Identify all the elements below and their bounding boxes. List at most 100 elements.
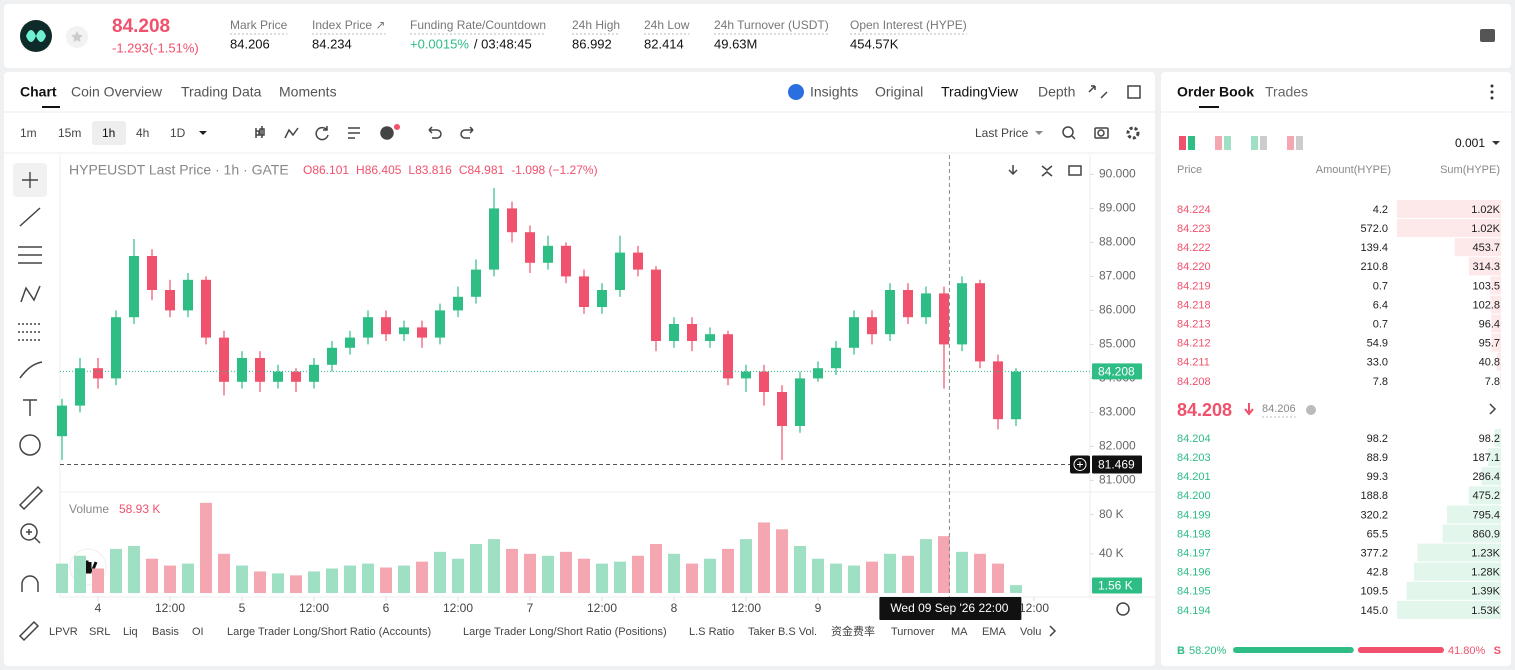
sell-bar bbox=[1357, 647, 1444, 653]
depth-bar bbox=[1490, 295, 1501, 314]
volume-bar bbox=[362, 563, 374, 593]
crosshair-y-label: 81.469 bbox=[1098, 458, 1135, 472]
depth-bar bbox=[1446, 505, 1501, 524]
tab[interactable]: Coin Overview bbox=[71, 84, 163, 100]
book-icons bbox=[1179, 84, 1500, 416]
indicator[interactable]: SRL bbox=[89, 626, 110, 638]
depth-bar bbox=[1442, 524, 1501, 543]
indicator[interactable]: Volu bbox=[1020, 626, 1041, 638]
depth-bar bbox=[1496, 352, 1501, 371]
book-tab[interactable]: Trades bbox=[1265, 84, 1308, 100]
indicator[interactable]: Large Trader Long/Short Ratio (Accounts) bbox=[227, 626, 431, 638]
book-price[interactable]: 84.213 bbox=[1177, 319, 1211, 331]
volume-bar bbox=[110, 548, 122, 593]
precision[interactable]: 0.001 bbox=[1455, 136, 1485, 150]
indicator[interactable]: EMA bbox=[982, 626, 1007, 638]
indicator[interactable]: Liq bbox=[123, 626, 138, 638]
candle-body bbox=[723, 334, 733, 379]
indicator[interactable]: Taker B.S Vol. bbox=[748, 626, 817, 638]
book-amount: 99.3 bbox=[1367, 471, 1388, 483]
candle-body bbox=[561, 245, 571, 277]
depth-bar bbox=[1397, 219, 1501, 238]
indicator[interactable]: OI bbox=[192, 626, 204, 638]
volume-bar bbox=[938, 536, 950, 593]
book-price[interactable]: 84.199 bbox=[1177, 509, 1211, 521]
book-price[interactable]: 84.222 bbox=[1177, 242, 1211, 254]
book-price[interactable]: 84.204 bbox=[1177, 433, 1211, 445]
legend-high: H86.405 bbox=[356, 163, 402, 177]
indicator[interactable]: Large Trader Long/Short Ratio (Positions… bbox=[463, 626, 667, 638]
book-price[interactable]: 84.208 bbox=[1177, 376, 1211, 388]
volume-bar bbox=[290, 575, 302, 593]
volume-bar bbox=[524, 553, 536, 593]
indicator[interactable]: L.S Ratio bbox=[689, 626, 734, 638]
volume-bar bbox=[596, 563, 608, 593]
book-amount: 320.2 bbox=[1360, 509, 1388, 521]
tab[interactable]: Chart bbox=[20, 84, 57, 100]
view-tab[interactable]: TradingView bbox=[941, 84, 1019, 100]
last-price-tag bbox=[1092, 363, 1142, 380]
book-amount: 6.4 bbox=[1373, 299, 1388, 311]
interval[interactable]: 1m bbox=[20, 126, 37, 140]
book-price[interactable]: 84.220 bbox=[1177, 261, 1211, 273]
book-price[interactable]: 84.211 bbox=[1177, 357, 1210, 369]
book-price[interactable]: 84.198 bbox=[1177, 528, 1211, 540]
book-price[interactable]: 84.203 bbox=[1177, 452, 1211, 464]
candle-body bbox=[777, 392, 787, 426]
book-sum: 102.8 bbox=[1472, 299, 1500, 311]
volume-bar bbox=[272, 573, 284, 593]
book-price[interactable]: 84.196 bbox=[1177, 567, 1211, 579]
book-price[interactable]: 84.201 bbox=[1177, 471, 1211, 483]
book-amount: 54.9 bbox=[1367, 338, 1388, 350]
candle-body bbox=[93, 368, 103, 379]
book-sum: 453.7 bbox=[1472, 242, 1500, 254]
candle-body bbox=[201, 279, 211, 338]
volume-bar bbox=[182, 563, 194, 593]
indicator[interactable]: 资金费率 bbox=[831, 624, 875, 638]
book-sum: 98.2 bbox=[1479, 433, 1500, 445]
y-tick-label: 85.000 bbox=[1099, 337, 1136, 351]
tab[interactable]: Trading Data bbox=[181, 84, 262, 100]
candle-body bbox=[939, 293, 949, 345]
candle-body bbox=[219, 337, 229, 382]
stat-label: Mark Price bbox=[230, 18, 288, 32]
interval[interactable]: 4h bbox=[136, 126, 149, 140]
candle-body bbox=[381, 317, 391, 335]
indicator[interactable]: Basis bbox=[152, 626, 179, 638]
settings-icon[interactable] bbox=[1480, 29, 1495, 42]
indicator[interactable]: Turnover bbox=[891, 626, 935, 638]
stat-value: 82.414 bbox=[644, 36, 684, 51]
volume-bar bbox=[326, 568, 338, 593]
book-tab[interactable]: Order Book bbox=[1177, 84, 1254, 100]
view-tab[interactable]: Insights bbox=[810, 84, 858, 100]
candle-body bbox=[615, 252, 625, 290]
candle-body bbox=[111, 317, 121, 379]
volume-bar bbox=[956, 551, 968, 593]
book-price[interactable]: 84.195 bbox=[1177, 586, 1211, 598]
interval[interactable]: 1D bbox=[170, 126, 186, 140]
book-price[interactable]: 84.212 bbox=[1177, 338, 1211, 350]
price-type[interactable]: Last Price bbox=[975, 126, 1029, 140]
x-tick-label: 12:00 bbox=[731, 601, 761, 615]
indicator[interactable]: LPVR bbox=[49, 626, 78, 638]
view-tab[interactable]: Original bbox=[875, 84, 923, 100]
x-tick-label: 8 bbox=[671, 601, 678, 615]
interval[interactable]: 1h bbox=[102, 126, 115, 140]
candle-body bbox=[903, 290, 913, 318]
book-price[interactable]: 84.200 bbox=[1177, 490, 1211, 502]
book-price[interactable]: 84.194 bbox=[1177, 605, 1211, 617]
volume-bar bbox=[974, 553, 986, 593]
tab[interactable]: Moments bbox=[279, 84, 337, 100]
view-tab[interactable]: Depth bbox=[1038, 84, 1075, 100]
book-price[interactable]: 84.223 bbox=[1177, 223, 1211, 235]
interval[interactable]: 15m bbox=[58, 126, 81, 140]
book-price[interactable]: 84.218 bbox=[1177, 299, 1211, 311]
book-price[interactable]: 84.219 bbox=[1177, 280, 1211, 292]
crosshair-tool[interactable] bbox=[22, 172, 38, 188]
book-price[interactable]: 84.224 bbox=[1177, 204, 1211, 216]
book-price[interactable]: 84.197 bbox=[1177, 548, 1211, 560]
volume-bar bbox=[236, 565, 248, 593]
volume-bar bbox=[164, 565, 176, 593]
indicator[interactable]: MA bbox=[951, 626, 968, 638]
volume-bar bbox=[56, 563, 68, 593]
